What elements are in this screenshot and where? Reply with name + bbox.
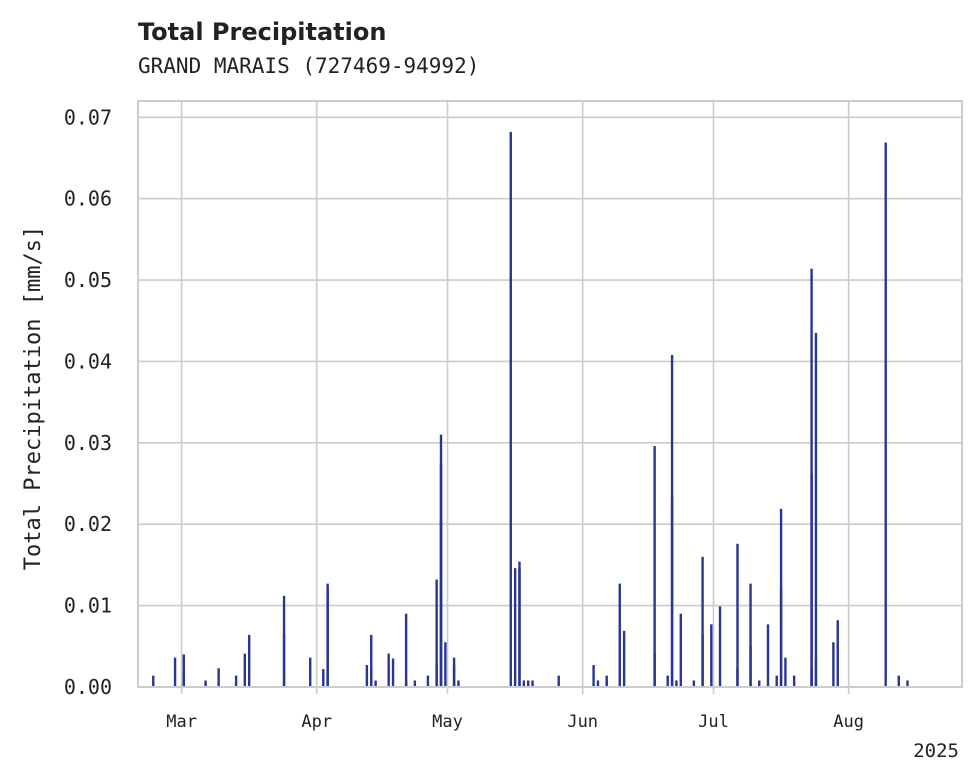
x-axis: Mar Apr May Jun Jul Aug (166, 687, 864, 732)
precipitation-bar (653, 653, 656, 687)
x-tick-label: Jun (567, 712, 598, 732)
precipitation-bar (775, 675, 778, 687)
precipitation-bar (622, 630, 626, 687)
precipitation-bar (557, 675, 560, 687)
precipitation-bar (173, 657, 177, 687)
precipitation-bar (736, 668, 739, 687)
precipitation-bar (670, 497, 674, 687)
precipitation-bar (309, 657, 312, 687)
precipitation-bar (243, 653, 247, 687)
precipitation-bar (204, 680, 207, 687)
precipitation-bar (736, 543, 739, 687)
precipitation-bar (322, 669, 325, 687)
precipitation-bar (701, 634, 704, 687)
precipitation-bar (452, 665, 456, 687)
y-tick-label: 0.00 (64, 675, 112, 699)
precipitation-bar (527, 680, 530, 687)
plot-frame (137, 100, 963, 688)
precipitation-bar (370, 668, 373, 687)
x-tick-label: Jul (698, 712, 729, 732)
precipitation-bar (675, 680, 678, 687)
precipitation-bar (518, 568, 521, 687)
precipitation-bar (605, 680, 608, 687)
precipitation-bar (718, 606, 722, 687)
precipitation-bar (513, 568, 517, 687)
precipitation-bar (792, 675, 796, 687)
precipitation-bar (457, 680, 460, 687)
precipitation-bar (592, 665, 595, 687)
precipitation-bar (884, 142, 887, 688)
precipitation-bar (282, 634, 286, 687)
y-tick-label: 0.07 (64, 105, 112, 129)
precipitation-bar (531, 680, 534, 687)
precipitation-bar (897, 675, 900, 687)
x-axis-year-label: 2025 (913, 740, 959, 762)
precipitation-bar (749, 646, 752, 687)
precipitation-bar (814, 332, 818, 687)
precipitation-bar (326, 680, 329, 687)
chart-title: Total Precipitation (138, 18, 386, 46)
x-tick-label: Aug (833, 712, 864, 732)
precipitation-bar (749, 583, 752, 687)
precipitation-bar (710, 624, 713, 687)
chart-subtitle: GRAND MARAIS (727469-94992) (138, 54, 479, 78)
precipitation-bar (426, 675, 430, 687)
precipitation-bar (701, 556, 704, 687)
precipitation-bar (247, 634, 251, 687)
precipitation-bar (435, 579, 438, 687)
precipitation-bar (370, 634, 373, 687)
precipitation-bar (779, 589, 783, 687)
precipitation-bar (509, 131, 512, 687)
bars-layer (138, 131, 962, 688)
y-tick-label: 0.04 (64, 349, 112, 373)
y-tick-label: 0.01 (64, 594, 112, 618)
precipitation-bar (618, 583, 621, 687)
y-tick-label: 0.06 (64, 187, 112, 211)
precipitation-bar (666, 675, 669, 687)
precipitation-bar (387, 653, 390, 687)
y-tick-label: 0.03 (64, 431, 112, 455)
precipitation-bar (234, 675, 238, 687)
precipitation-bar (374, 680, 377, 687)
precipitation-bar (182, 654, 185, 687)
precipitation-bar (391, 658, 395, 687)
precipitation-bar (906, 680, 909, 687)
y-tick-label: 0.05 (64, 268, 112, 292)
x-tick-label: Apr (301, 712, 332, 732)
precipitation-bar (326, 589, 329, 687)
precipitation-bar (522, 680, 526, 687)
x-tick-label: Mar (166, 712, 197, 732)
precipitation-bar (152, 675, 155, 687)
precipitation-bar (679, 613, 682, 687)
precipitation-bar (365, 665, 369, 687)
precipitation-bar (444, 642, 447, 687)
x-tick-label: May (432, 712, 463, 732)
precipitation-bar (439, 520, 443, 687)
precipitation-bar (810, 473, 813, 687)
precipitation-bar (413, 680, 417, 687)
grid-layer (138, 101, 962, 687)
precipitation-bar (692, 680, 696, 687)
precipitation-bar (217, 668, 220, 687)
precipitation-bar (832, 642, 835, 687)
precipitation-bar (596, 680, 600, 687)
precipitation-bar (758, 680, 761, 687)
precipitation-bar (404, 680, 408, 687)
precipitation-bar (766, 624, 770, 687)
precipitation-bar (784, 657, 787, 687)
precipitation-bar (404, 613, 408, 687)
precipitation-bar (653, 446, 656, 687)
precipitation-bar (814, 657, 818, 687)
y-axis-label: Total Precipitation [mm/s] (21, 226, 46, 570)
precipitation-bar (836, 620, 839, 687)
y-axis: 0.00 0.01 0.02 0.03 0.04 0.05 0.06 0.07 (64, 105, 112, 699)
y-tick-label: 0.02 (64, 512, 112, 536)
